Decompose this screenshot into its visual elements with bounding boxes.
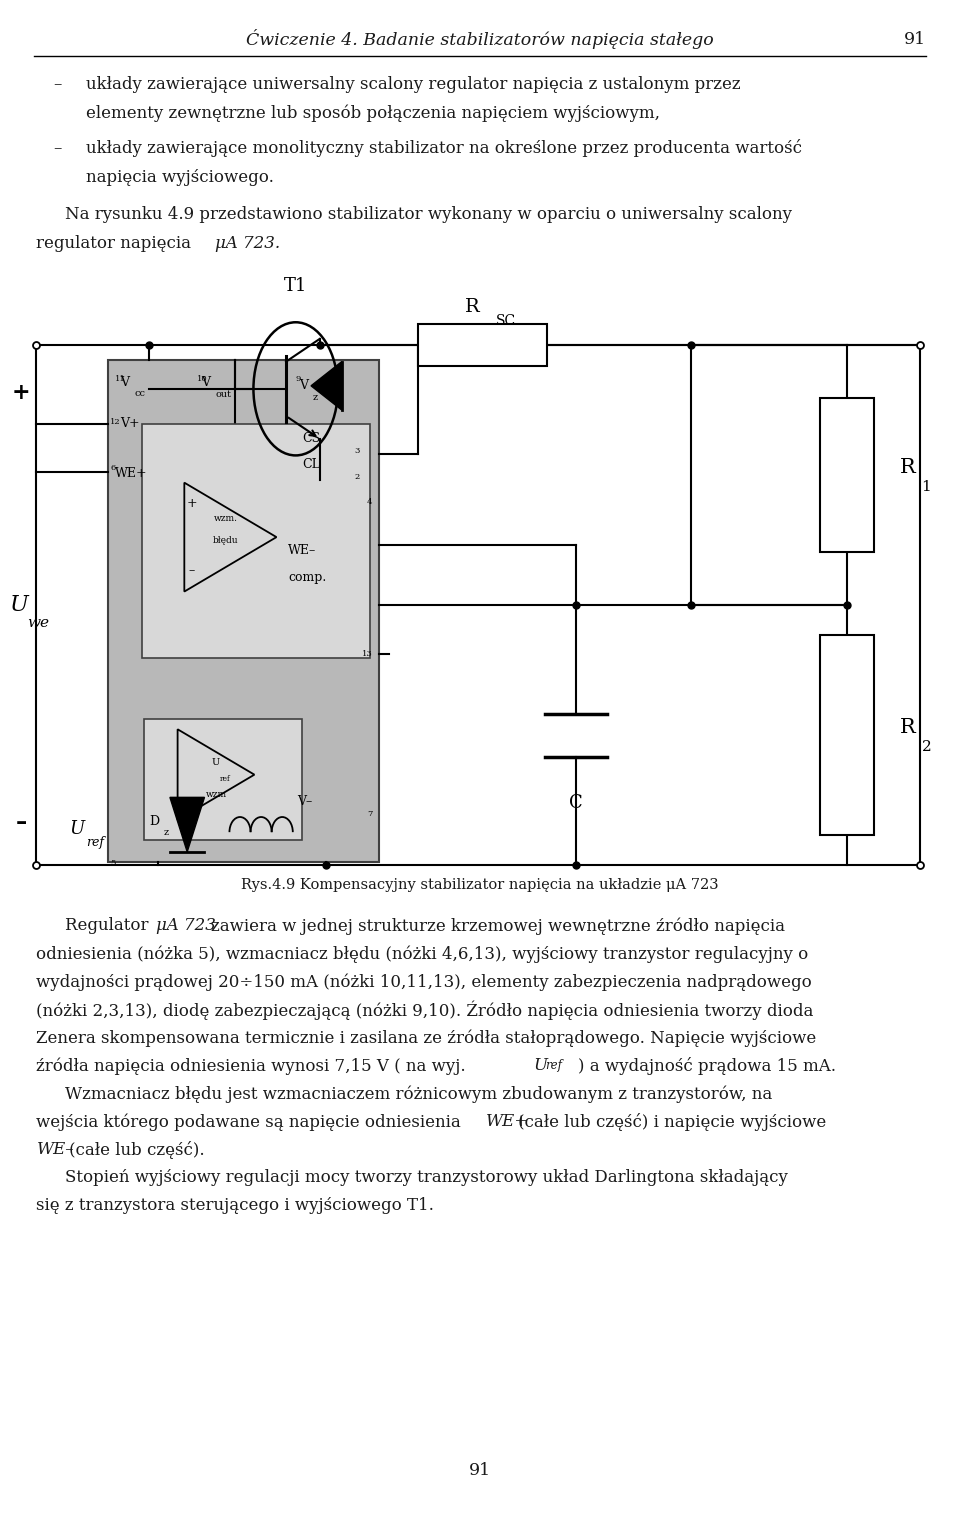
Text: regulator napięcia: regulator napięcia	[36, 235, 197, 253]
Text: WE–: WE–	[288, 545, 316, 557]
Text: 91: 91	[904, 30, 926, 48]
Bar	[108, 360, 379, 862]
Text: ) a wydajność prądowa 15 mA.: ) a wydajność prądowa 15 mA.	[578, 1058, 836, 1074]
Text: –: –	[189, 564, 195, 576]
Text: błędu: błędu	[213, 536, 238, 545]
Text: CL: CL	[302, 458, 321, 471]
Text: (nóżki 2,3,13), diodę zabezpieczającą (nóżki 9,10). Źródło napięcia odniesienia : (nóżki 2,3,13), diodę zabezpieczającą (n…	[36, 1000, 814, 1020]
Text: wzm.: wzm.	[213, 514, 238, 523]
Text: C: C	[569, 794, 583, 812]
Text: Rys.4.9 Kompensacyjny stabilizator napięcia na układzie μA 723: Rys.4.9 Kompensacyjny stabilizator napię…	[241, 878, 719, 893]
Text: 13: 13	[362, 649, 372, 658]
Text: wydajności prądowej 20÷150 mA (nóżki 10,11,13), elementy zabezpieczenia nadprądo: wydajności prądowej 20÷150 mA (nóżki 10,…	[36, 973, 812, 991]
Text: ref: ref	[545, 1059, 563, 1071]
Text: V: V	[120, 377, 129, 389]
Text: się z tranzystora sterującego i wyjściowego T1.: się z tranzystora sterującego i wyjściow…	[36, 1197, 434, 1215]
Text: V–: V–	[298, 796, 313, 808]
Text: –: –	[53, 76, 61, 94]
Text: elementy zewnętrzne lub sposób połączenia napięciem wyjściowym,: elementy zewnętrzne lub sposób połączeni…	[86, 104, 660, 123]
Text: U: U	[69, 820, 84, 838]
Text: układy zawierające uniwersalny scalony regulator napięcia z ustalonym przez: układy zawierające uniwersalny scalony r…	[86, 76, 741, 94]
Text: we: we	[27, 616, 49, 631]
Text: 3: 3	[354, 446, 360, 455]
Text: Zenera skompensowana termicznie i zasilana ze źródła stałoprądowego. Napięcie wy: Zenera skompensowana termicznie i zasila…	[36, 1029, 817, 1047]
Text: T1: T1	[284, 277, 307, 295]
Text: Stopień wyjściowy regulacji mocy tworzy tranzystorowy układ Darlingtona składają: Stopień wyjściowy regulacji mocy tworzy …	[65, 1170, 788, 1186]
Text: R: R	[900, 458, 915, 477]
Text: 1: 1	[922, 480, 931, 495]
Text: WE–: WE–	[36, 1141, 74, 1159]
Text: Wzmacniacz błędu jest wzmacniaczem różnicowym zbudowanym z tranzystorów, na: Wzmacniacz błędu jest wzmacniaczem różni…	[65, 1085, 773, 1103]
Polygon shape	[170, 797, 204, 852]
Bar	[142, 424, 370, 658]
Text: 6: 6	[110, 464, 115, 472]
Bar	[820, 398, 874, 552]
Bar	[418, 324, 547, 366]
Text: wejścia którego podawane są napięcie odniesienia: wejścia którego podawane są napięcie odn…	[36, 1114, 467, 1130]
Text: 5: 5	[110, 859, 116, 867]
Text: z: z	[163, 828, 168, 837]
Text: odniesienia (nóżka 5), wzmacniacz błędu (nóżki 4,6,13), wyjściowy tranzystor reg: odniesienia (nóżka 5), wzmacniacz błędu …	[36, 946, 808, 962]
Text: comp.: comp.	[288, 572, 326, 584]
Text: z: z	[313, 393, 318, 402]
Text: V: V	[300, 380, 308, 392]
Text: cc: cc	[134, 389, 145, 398]
Text: CS: CS	[302, 433, 321, 445]
Text: –: –	[53, 139, 61, 157]
Text: 12: 12	[110, 418, 121, 425]
Text: wzm: wzm	[205, 790, 227, 799]
Text: źródła napięcia odniesienia wynosi 7,15 V ( na wyj.: źródła napięcia odniesienia wynosi 7,15 …	[36, 1058, 471, 1074]
Text: zawiera w jednej strukturze krzemowej wewnętrzne źródło napięcia: zawiera w jednej strukturze krzemowej we…	[211, 917, 785, 935]
Text: –: –	[15, 812, 27, 834]
Text: Na rysunku 4.9 przedstawiono stabilizator wykonany w oparciu o uniwersalny scalo: Na rysunku 4.9 przedstawiono stabilizato…	[65, 206, 792, 224]
Text: R: R	[900, 719, 915, 737]
Text: 2: 2	[355, 472, 360, 481]
Text: D: D	[149, 816, 159, 828]
Bar	[820, 635, 874, 835]
Text: 9: 9	[296, 375, 301, 383]
Text: U: U	[534, 1058, 548, 1074]
Text: V+: V+	[120, 418, 139, 430]
Text: out: out	[215, 390, 231, 399]
Text: μA 723.: μA 723.	[215, 235, 280, 253]
Text: układy zawierające monolityczny stabilizator na określone przez producenta warto: układy zawierające monolityczny stabiliz…	[86, 139, 803, 157]
Text: ref: ref	[86, 837, 105, 849]
Text: U: U	[212, 758, 220, 767]
Text: +: +	[186, 498, 198, 510]
Text: 7: 7	[367, 809, 372, 819]
Text: WE+: WE+	[486, 1114, 529, 1130]
Text: 10: 10	[197, 375, 207, 383]
Text: (całe lub część) i napięcie wyjściowe: (całe lub część) i napięcie wyjściowe	[518, 1114, 827, 1130]
Text: Ćwiczenie 4. Badanie stabilizatorów napięcia stałego: Ćwiczenie 4. Badanie stabilizatorów napi…	[246, 29, 714, 50]
Text: 2: 2	[922, 740, 931, 755]
Polygon shape	[311, 362, 342, 410]
Text: WE+: WE+	[115, 468, 148, 480]
Text: 11: 11	[115, 375, 126, 383]
Text: U: U	[10, 595, 29, 616]
Text: 91: 91	[468, 1462, 492, 1480]
Text: 4: 4	[367, 498, 372, 507]
Text: ref: ref	[220, 775, 231, 784]
Text: V: V	[202, 377, 210, 389]
Text: SC: SC	[496, 313, 516, 328]
Text: Regulator: Regulator	[65, 917, 154, 935]
Text: +: +	[12, 383, 31, 404]
Text: R: R	[466, 298, 480, 316]
Bar	[144, 719, 302, 840]
Text: (całe lub część).: (całe lub część).	[69, 1141, 204, 1159]
Text: μA 723: μA 723	[156, 917, 215, 935]
Text: napięcia wyjściowego.: napięcia wyjściowego.	[86, 168, 275, 186]
